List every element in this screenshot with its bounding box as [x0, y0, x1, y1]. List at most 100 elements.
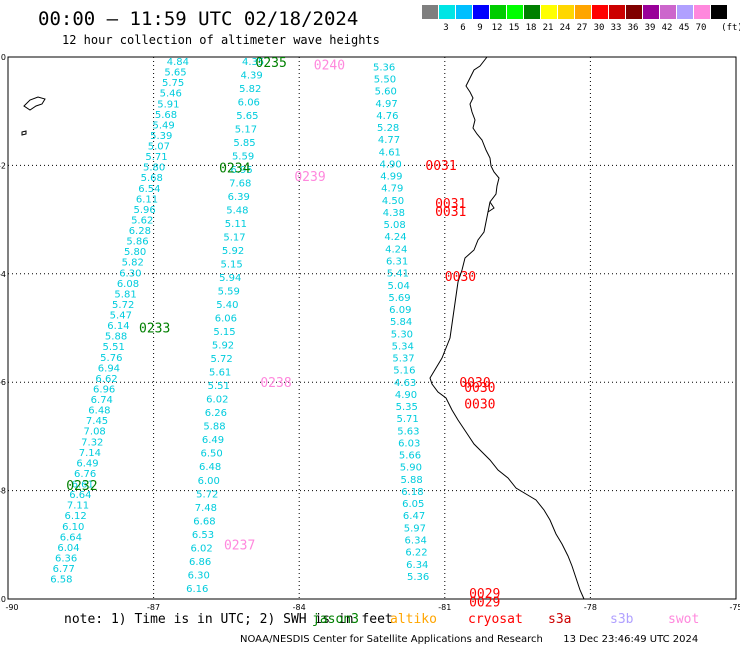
latitude-label: -10 — [0, 595, 6, 604]
longitude-label: -78 — [584, 603, 597, 612]
wave-height-value: 5.48 — [226, 206, 248, 217]
wave-height-value: 6.50 — [200, 449, 222, 460]
wave-height-value: 5.40 — [216, 300, 238, 311]
wave-height-value: 5.75 — [162, 78, 184, 89]
wave-height-value: 5.15 — [220, 260, 242, 271]
wave-height-value: 6.30 — [119, 268, 141, 279]
colorbar-label: 45 — [678, 23, 690, 33]
wave-height-value: 4.97 — [375, 99, 397, 110]
wave-height-value: 4.61 — [379, 147, 401, 158]
legend-satellite-altiko: altiko — [390, 612, 437, 627]
wave-height-value: 5.36 — [407, 572, 429, 583]
wave-height-value: 6.49 — [202, 435, 224, 446]
wave-height-value: 5.86 — [126, 237, 148, 248]
wave-height-value: 6.06 — [238, 98, 260, 109]
wave-height-value: 5.81 — [114, 289, 136, 300]
colorbar-swatch — [694, 5, 710, 19]
wave-height-value: 4.50 — [382, 196, 404, 207]
colorbar-label: 27 — [576, 23, 588, 33]
colorbar-swatch — [473, 5, 489, 19]
wave-height-value: 5.07 — [148, 142, 170, 153]
wave-height-value: 5.72 — [196, 489, 218, 500]
colorbar-swatch — [490, 5, 506, 19]
colorbar-label: 9 — [477, 23, 483, 33]
wave-height-value: 6.02 — [206, 395, 228, 406]
wave-height-value: 6.26 — [205, 408, 227, 419]
longitude-label: -84 — [293, 603, 306, 612]
wave-height-value: 6.08 — [117, 279, 139, 290]
wave-height-value: 6.74 — [91, 395, 113, 406]
wave-height-value: 5.71 — [396, 414, 418, 425]
wave-height-value: 5.68 — [155, 110, 177, 121]
wave-height-value: 6.02 — [190, 543, 212, 554]
wave-height-value: 6.96 — [93, 384, 115, 395]
wave-height-value: 5.37 — [392, 354, 414, 365]
wave-height-value: 6.11 — [136, 194, 158, 205]
wave-height-value: 5.16 — [393, 366, 415, 377]
colorbar-swatch — [541, 5, 557, 19]
wave-height-value: 5.28 — [377, 123, 399, 134]
wave-height-value: 5.39 — [150, 131, 172, 142]
legend-note: note: 1) Time is in UTC; 2) SWH is in fe… — [64, 612, 393, 627]
colorbar-swatch — [422, 5, 438, 19]
wave-height-value: 6.16 — [186, 584, 208, 595]
pass-time-label: 0238 — [260, 376, 291, 391]
latitude-label: 0 — [1, 53, 6, 62]
wave-height-value: 4.35 — [242, 57, 264, 68]
colorbar-swatch — [456, 5, 472, 19]
pass-time-label: 0233 — [139, 322, 170, 337]
wave-height-value: 6.64 — [69, 490, 91, 501]
wave-height-value: 4.38 — [383, 208, 405, 219]
wave-height-value: 5.65 — [236, 111, 258, 122]
wave-height-value: 6.62 — [95, 374, 117, 385]
longitude-label: -75 — [729, 603, 740, 612]
galapagos-island — [21, 130, 27, 136]
wave-height-value: 5.71 — [145, 152, 167, 163]
wave-height-value: 5.15 — [213, 327, 235, 338]
wave-height-value: 6.86 — [189, 557, 211, 568]
wave-height-value: 4.39 — [241, 71, 263, 82]
wave-height-value: 5.62 — [131, 215, 153, 226]
wave-height-value: 6.31 — [386, 257, 408, 268]
wave-height-value: 4.24 — [384, 232, 406, 243]
wave-height-value: 5.88 — [401, 475, 423, 486]
colorbar-swatch — [609, 5, 625, 19]
pass-time-label: 0031 — [425, 159, 456, 174]
wave-height-value: 7.14 — [79, 448, 101, 459]
wave-height-value: 5.47 — [110, 311, 132, 322]
wave-height-value: 6.14 — [107, 321, 129, 332]
colorbar-swatch — [439, 5, 455, 19]
wave-height-value: 4.63 — [394, 378, 416, 389]
wave-height-value: 6.34 — [405, 536, 427, 547]
latitude-label: -2 — [0, 161, 6, 170]
wave-height-value: 5.36 — [373, 62, 395, 73]
wave-height-value: 5.50 — [374, 75, 396, 86]
credit-text: NOAA/NESDIS Center for Satellite Applica… — [240, 634, 543, 645]
wave-height-value: 6.03 — [398, 438, 420, 449]
coastline — [487, 201, 495, 213]
pass-time-label: 0031 — [435, 205, 466, 220]
wave-height-value: 5.72 — [210, 354, 232, 365]
wave-height-value: 5.82 — [122, 258, 144, 269]
wave-height-value: 6.22 — [405, 548, 427, 559]
wave-height-value: 6.06 — [215, 314, 237, 325]
wave-height-value: 5.17 — [223, 233, 245, 244]
map-subtitle: 12 hour collection of altimeter wave hei… — [62, 33, 380, 47]
colorbar-swatch — [592, 5, 608, 19]
wave-height-value: 5.92 — [212, 341, 234, 352]
pass-time-label: 0029 — [469, 595, 500, 610]
footer-credit: NOAA/NESDIS Center for Satellite Applica… — [240, 634, 698, 645]
wave-height-value: 4.84 — [167, 57, 189, 68]
legend-satellite-swot: swot — [668, 612, 700, 627]
pass-time-label: 0029 — [469, 587, 500, 602]
wave-height-value: 5.30 — [391, 329, 413, 340]
map-frame — [7, 56, 737, 600]
latitude-label: -8 — [0, 487, 6, 496]
pass-time-label: 0240 — [314, 59, 345, 74]
wave-height-value: 5.59 — [232, 152, 254, 163]
wave-height-value: 5.08 — [384, 220, 406, 231]
wave-height-value: 5.65 — [164, 68, 186, 79]
wave-height-value: 6.53 — [192, 530, 214, 541]
colorbar-label: 6 — [460, 23, 466, 33]
colorbar-label: 42 — [661, 23, 673, 33]
